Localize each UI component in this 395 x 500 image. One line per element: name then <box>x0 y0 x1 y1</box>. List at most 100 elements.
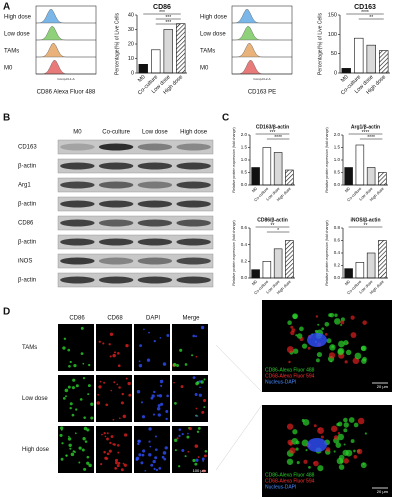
cell-signal <box>286 346 294 353</box>
cell <box>60 457 64 461</box>
bar <box>251 269 260 279</box>
cell-signal <box>314 329 318 333</box>
cell <box>118 417 121 420</box>
cell <box>152 413 156 416</box>
cell <box>68 435 70 438</box>
cell <box>202 469 206 473</box>
flow-histogram <box>35 59 96 75</box>
bar <box>251 167 260 186</box>
cell <box>79 398 83 401</box>
cell <box>65 395 67 398</box>
cell-signal <box>337 349 344 356</box>
cell <box>154 435 157 438</box>
cell <box>164 446 168 450</box>
cell <box>72 450 75 453</box>
cell <box>195 381 199 386</box>
cell <box>69 360 72 364</box>
y-tick-label: 0.4 <box>334 250 341 255</box>
y-tick-label: 100 <box>328 32 337 38</box>
cell-signal <box>290 325 294 329</box>
flow-histogram <box>35 42 96 58</box>
cell-signal <box>353 449 356 453</box>
cell-signal <box>345 349 352 356</box>
cell <box>78 461 81 464</box>
cell-signal <box>353 422 359 428</box>
y-tick-label: 0 <box>131 70 134 76</box>
cell <box>160 402 164 406</box>
cell <box>117 461 121 465</box>
cell <box>162 362 167 366</box>
cell <box>192 376 196 380</box>
cell <box>112 353 116 358</box>
cell-signal <box>333 450 336 453</box>
y-axis-label: Percentage(%) of Live Cells <box>317 13 323 75</box>
cell-signal <box>324 321 330 327</box>
cell <box>194 393 198 396</box>
cell <box>137 439 141 443</box>
cell-signal <box>340 324 343 327</box>
blot-band <box>176 200 211 208</box>
zoom-scale: 20 μm <box>377 489 389 494</box>
cell <box>83 467 87 471</box>
bar <box>378 172 387 186</box>
cell <box>69 402 73 406</box>
bar <box>341 68 351 74</box>
cell <box>88 363 91 367</box>
cell <box>117 364 121 368</box>
cell <box>188 427 190 429</box>
cell <box>113 351 117 354</box>
cell <box>138 363 143 368</box>
cell <box>157 404 161 408</box>
cell-signal <box>307 346 311 350</box>
blot-row: CD86 <box>18 221 34 227</box>
cell <box>104 435 107 438</box>
cell <box>67 385 71 389</box>
y-tick-label: 10 <box>128 56 134 62</box>
cell <box>96 401 101 405</box>
flow-row-label: TAMs <box>200 49 215 55</box>
x-tick-label: M0 <box>344 185 352 193</box>
cell <box>70 452 75 457</box>
significance: **** <box>361 10 369 16</box>
cell <box>106 432 109 435</box>
cell <box>204 449 208 453</box>
cell <box>177 465 181 468</box>
cell-signal <box>303 459 308 464</box>
cell <box>143 328 145 331</box>
cell-signal <box>356 448 363 455</box>
nucleus <box>307 438 327 452</box>
cell <box>109 332 114 337</box>
cell <box>80 326 84 330</box>
blot-band <box>137 200 173 208</box>
cell <box>195 407 198 410</box>
cell <box>203 454 207 458</box>
significance: *** <box>159 10 165 16</box>
cell-signal <box>313 424 317 428</box>
cell <box>194 444 199 448</box>
cell-signal <box>343 428 348 433</box>
cell-signal <box>330 360 333 363</box>
cell <box>116 464 120 468</box>
cell <box>117 351 120 355</box>
cell <box>194 335 198 338</box>
cell <box>151 394 155 398</box>
y-tick-label: 1.5 <box>241 145 248 150</box>
zoom-legend: CD68-Alexa Fluor 594 <box>265 478 315 484</box>
cell-signal <box>338 464 345 470</box>
cell <box>67 437 72 441</box>
cell <box>148 331 150 334</box>
cell-signal <box>320 435 324 439</box>
cell <box>99 380 102 383</box>
flow-row-label: Low dose <box>200 32 226 38</box>
micro-column: CD68 <box>107 316 123 322</box>
micro-row: Low dose <box>22 396 48 402</box>
cell <box>120 468 124 472</box>
cell <box>157 413 161 417</box>
cell <box>73 364 77 368</box>
cell-signal <box>344 360 348 364</box>
flow-histogram <box>35 25 96 41</box>
y-axis-label: Relative protein expression (fold change… <box>325 127 329 192</box>
blot-band <box>176 276 211 284</box>
cell-signal <box>340 320 345 325</box>
cell <box>196 430 200 433</box>
